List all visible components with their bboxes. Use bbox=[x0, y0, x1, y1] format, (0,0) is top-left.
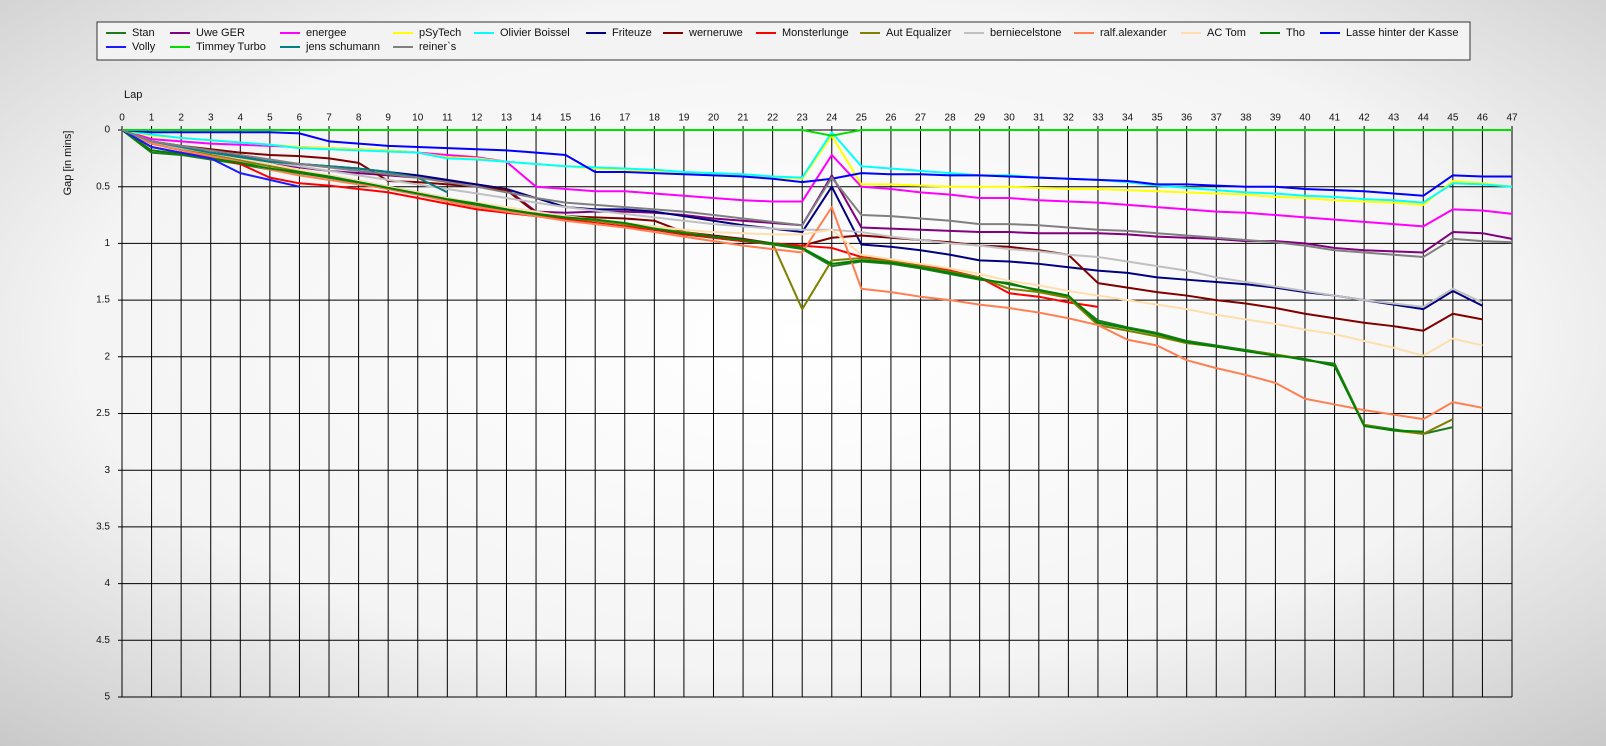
series-line bbox=[121, 129, 1483, 421]
y-tick-label: 2.5 bbox=[96, 408, 110, 419]
x-tick-label: 24 bbox=[826, 113, 838, 124]
x-tick-label: 14 bbox=[530, 113, 542, 124]
x-tick-label: 6 bbox=[297, 113, 303, 124]
x-tick-label: 17 bbox=[619, 113, 631, 124]
legend-label: werneruwe bbox=[688, 27, 743, 39]
series-line bbox=[121, 129, 1099, 308]
series-line bbox=[121, 129, 1512, 197]
x-tick-label: 34 bbox=[1122, 113, 1134, 124]
legend-label: ralf.alexander bbox=[1100, 27, 1167, 39]
x-tick-label: 18 bbox=[649, 113, 661, 124]
series-line bbox=[121, 129, 1424, 433]
x-tick-label: 22 bbox=[767, 113, 779, 124]
x-tick-label: 44 bbox=[1418, 113, 1430, 124]
x-tick-label: 8 bbox=[356, 113, 362, 124]
series-line bbox=[121, 129, 1454, 435]
series-line bbox=[121, 129, 1483, 308]
x-tick-label: 43 bbox=[1388, 113, 1400, 124]
x-tick-label: 39 bbox=[1270, 113, 1282, 124]
legend-label: Monsterlunge bbox=[782, 27, 849, 39]
x-tick-label: 15 bbox=[560, 113, 572, 124]
x-tick-label: 37 bbox=[1211, 113, 1223, 124]
y-tick-label: 3 bbox=[104, 465, 110, 476]
legend-label: Aut Equalizer bbox=[886, 27, 952, 39]
legend-label: Friteuze bbox=[612, 27, 652, 39]
x-tick-label: 12 bbox=[471, 113, 483, 124]
y-tick-label: 1.5 bbox=[96, 295, 110, 306]
x-axis-label: Lap bbox=[124, 89, 142, 101]
legend-label: Lasse hinter der Kasse bbox=[1346, 27, 1459, 39]
series-line bbox=[121, 129, 1513, 259]
x-tick-label: 27 bbox=[915, 113, 927, 124]
x-tick-label: 10 bbox=[412, 113, 424, 124]
x-tick-label: 36 bbox=[1181, 113, 1193, 124]
x-tick-label: 33 bbox=[1092, 113, 1104, 124]
legend-label: AC Tom bbox=[1207, 27, 1246, 39]
series-line bbox=[122, 129, 1512, 137]
y-tick-label: 5 bbox=[104, 692, 110, 703]
x-tick-label: 21 bbox=[738, 113, 750, 124]
x-tick-label: 1 bbox=[149, 113, 155, 124]
y-axis-label: Gap [in mins] bbox=[62, 131, 74, 196]
x-tick-label: 30 bbox=[1004, 113, 1016, 124]
x-tick-label: 11 bbox=[442, 113, 453, 124]
legend-label: jens schumann bbox=[305, 41, 380, 53]
x-tick-label: 45 bbox=[1447, 113, 1459, 124]
x-tick-label: 16 bbox=[590, 113, 602, 124]
x-tick-label: 38 bbox=[1240, 113, 1252, 124]
y-tick-label: 0.5 bbox=[96, 181, 110, 192]
y-tick-label: 4.5 bbox=[96, 635, 110, 646]
y-tick-label: 3.5 bbox=[96, 522, 110, 533]
x-tick-label: 32 bbox=[1063, 113, 1075, 124]
legend-label: Uwe GER bbox=[196, 27, 245, 39]
x-tick-label: 47 bbox=[1506, 113, 1518, 124]
x-tick-label: 4 bbox=[238, 113, 244, 124]
x-tick-label: 20 bbox=[708, 113, 720, 124]
x-tick-label: 19 bbox=[678, 113, 690, 124]
legend-label: Stan bbox=[132, 27, 155, 39]
legend-label: berniecelstone bbox=[990, 27, 1062, 39]
series-line bbox=[121, 129, 1513, 206]
x-tick-label: 41 bbox=[1329, 113, 1341, 124]
x-tick-label: 28 bbox=[945, 113, 957, 124]
x-tick-label: 13 bbox=[501, 113, 513, 124]
x-tick-label: 35 bbox=[1152, 113, 1164, 124]
y-tick-label: 1 bbox=[104, 238, 110, 249]
legend-label: Olivier Boissel bbox=[500, 27, 570, 39]
x-tick-label: 5 bbox=[267, 113, 273, 124]
legend-label: Volly bbox=[132, 41, 156, 53]
y-tick-label: 0 bbox=[104, 125, 110, 136]
series-line bbox=[121, 129, 1513, 204]
x-tick-label: 26 bbox=[885, 113, 897, 124]
x-tick-label: 9 bbox=[385, 113, 391, 124]
legend-label: Tho bbox=[1286, 27, 1305, 39]
legend-label: energee bbox=[306, 27, 346, 39]
x-tick-label: 29 bbox=[974, 113, 986, 124]
x-tick-label: 7 bbox=[326, 113, 332, 124]
x-tick-label: 40 bbox=[1299, 113, 1311, 124]
x-tick-label: 3 bbox=[208, 113, 214, 124]
legend-box bbox=[96, 21, 1471, 61]
y-tick-label: 2 bbox=[104, 351, 110, 362]
x-tick-label: 0 bbox=[119, 113, 125, 124]
x-tick-label: 25 bbox=[856, 113, 868, 124]
legend-label: reiner`s bbox=[419, 41, 457, 53]
x-tick-label: 23 bbox=[797, 113, 809, 124]
x-tick-label: 2 bbox=[178, 113, 184, 124]
series-line bbox=[121, 129, 300, 188]
x-tick-label: 46 bbox=[1477, 113, 1489, 124]
x-tick-label: 42 bbox=[1359, 113, 1371, 124]
legend-label: pSyTech bbox=[419, 27, 461, 39]
series-line bbox=[121, 129, 1483, 357]
x-tick-label: 31 bbox=[1033, 113, 1045, 124]
legend-label: Timmey Turbo bbox=[196, 41, 266, 53]
y-tick-label: 4 bbox=[104, 578, 110, 589]
